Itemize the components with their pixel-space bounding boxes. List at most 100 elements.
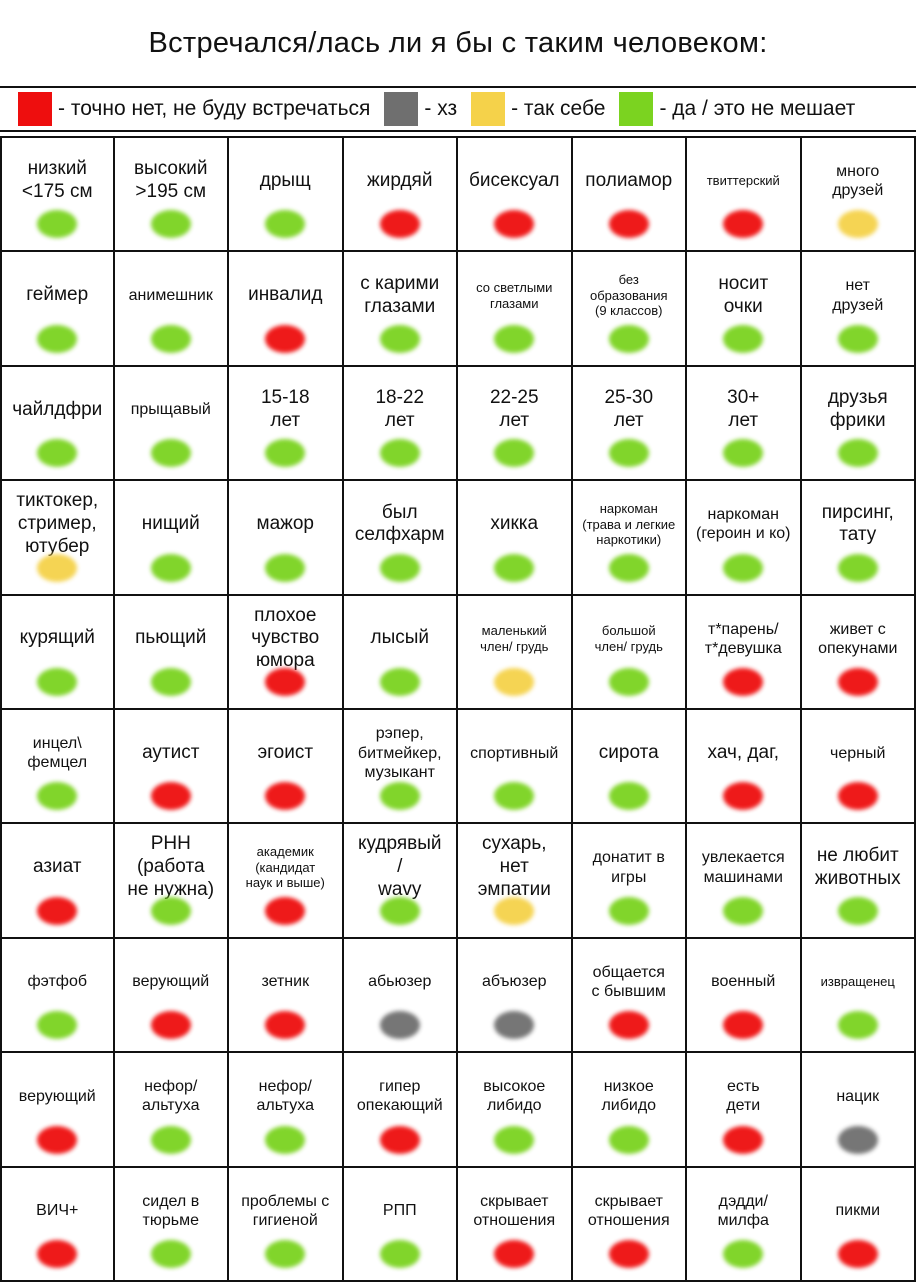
cell-label: плохое чувство юмора — [248, 605, 322, 673]
rating-dot-red — [380, 210, 420, 238]
rating-dot-green — [380, 668, 420, 696]
grid-cell: нефор/ альтуха — [115, 1053, 230, 1167]
cell-label: инвалид — [245, 284, 325, 307]
cell-label: без образования (9 классов) — [587, 272, 671, 319]
rating-dot-red — [380, 1126, 420, 1154]
rating-dot-green — [151, 325, 191, 353]
page-title: Встречался/лась ли я бы с таким человеко… — [0, 0, 916, 86]
legend-label-green: - да / это не мешает — [659, 97, 855, 121]
cell-label: проблемы с гигиеной — [238, 1192, 332, 1230]
cell-label: нефор/ альтуха — [139, 1077, 203, 1115]
rating-dot-red — [494, 210, 534, 238]
grid-cell: нефор/ альтуха — [229, 1053, 344, 1167]
rating-dot-green — [380, 897, 420, 925]
rating-dot-red — [609, 1240, 649, 1268]
cell-label: абьюзер — [365, 972, 434, 991]
grid-cell: верующий — [0, 1053, 115, 1167]
cell-label: наркоман (героин и ко) — [693, 505, 794, 543]
rating-dot-red — [151, 1011, 191, 1039]
rating-dot-red — [37, 1126, 77, 1154]
cell-label: маленький член/ грудь — [477, 623, 551, 654]
grid-cell: инвалид — [229, 252, 344, 366]
grid-cell: геймер — [0, 252, 115, 366]
cell-label: 25-30 лет — [601, 387, 656, 433]
cell-label: курящий — [17, 627, 98, 650]
rating-dot-red — [151, 782, 191, 810]
rating-dot-green — [723, 325, 763, 353]
grid-cell: аутист — [115, 710, 230, 824]
cell-label: верующий — [16, 1087, 99, 1106]
cell-label: гипер опекающий — [354, 1077, 446, 1115]
grid-cell: высокое либидо — [458, 1053, 573, 1167]
rating-dot-green — [265, 210, 305, 238]
rating-dot-yellow — [838, 210, 878, 238]
grid-cell: прыщавый — [115, 367, 230, 481]
grid-cell: эгоист — [229, 710, 344, 824]
cell-label: анимешник — [126, 286, 216, 305]
cell-label: РНН (работа не нужна) — [124, 833, 217, 901]
cell-label: скрывает отношения — [470, 1192, 558, 1230]
cell-label: общается с бывшим — [589, 963, 669, 1001]
cell-label: нищий — [139, 513, 203, 536]
rating-dot-green — [151, 210, 191, 238]
grid-cell: маленький член/ грудь — [458, 596, 573, 710]
cell-label: лысый — [367, 627, 432, 650]
cell-label: сидел в тюрьме — [139, 1192, 202, 1230]
grid-cell: нищий — [115, 481, 230, 595]
rating-dot-red — [494, 1240, 534, 1268]
rating-dot-green — [380, 325, 420, 353]
rating-dot-green — [609, 782, 649, 810]
grid-cell: живет с опекунами — [802, 596, 916, 710]
cell-label: был селфхарм — [352, 502, 448, 548]
rating-dot-gray — [380, 1011, 420, 1039]
cell-label: пирсинг, тату — [819, 502, 897, 548]
rating-dot-green — [609, 325, 649, 353]
grid-cell: гипер опекающий — [344, 1053, 459, 1167]
rating-dot-red — [265, 668, 305, 696]
rating-dot-green — [609, 1126, 649, 1154]
cell-label: извращенец — [818, 974, 898, 990]
rating-dot-red — [838, 668, 878, 696]
grid-cell: увлекается машинами — [687, 824, 802, 938]
rating-dot-red — [609, 1011, 649, 1039]
grid-cell: фэтфоб — [0, 939, 115, 1053]
grid-cell: большой член/ грудь — [573, 596, 688, 710]
grid-cell: хикка — [458, 481, 573, 595]
grid-cell: инцел\ фемцел — [0, 710, 115, 824]
cell-label: фэтфоб — [24, 972, 90, 991]
rating-dot-red — [609, 210, 649, 238]
grid-cell: рэпер, битмейкер, музыкант — [344, 710, 459, 824]
cell-label: кудрявый / wavy — [355, 833, 445, 901]
grid-cell: военный — [687, 939, 802, 1053]
cell-label: эгоист — [254, 742, 316, 765]
cell-label: 18-22 лет — [372, 387, 427, 433]
cell-label: жирдяй — [364, 170, 435, 193]
rating-dot-green — [265, 554, 305, 582]
cell-label: хач, даг, — [705, 742, 782, 765]
cell-label: не любит животных — [812, 845, 904, 891]
cell-label: верующий — [129, 972, 212, 991]
rating-dot-green — [838, 554, 878, 582]
grid-cell: жирдяй — [344, 138, 459, 252]
rating-dot-green — [37, 325, 77, 353]
grid-cell: нацик — [802, 1053, 916, 1167]
grid-cell: РПП — [344, 1168, 459, 1282]
rating-dot-red — [265, 1011, 305, 1039]
cell-label: высокий >195 см — [131, 158, 211, 204]
rating-dot-green — [494, 325, 534, 353]
cell-label: ВИЧ+ — [33, 1201, 81, 1220]
grid-cell: пикми — [802, 1168, 916, 1282]
grid-cell: со светлыми глазами — [458, 252, 573, 366]
cell-label: азиат — [30, 856, 85, 879]
grid-cell: дэдди/ милфа — [687, 1168, 802, 1282]
cell-label: сирота — [596, 742, 662, 765]
cell-label: много друзей — [829, 162, 886, 200]
cell-label: с карими глазами — [357, 273, 442, 319]
rating-dot-green — [723, 554, 763, 582]
legend-label-gray: - хз — [424, 97, 457, 121]
grid-cell: много друзей — [802, 138, 916, 252]
legend-label-red: - точно нет, не буду встречаться — [58, 97, 370, 121]
cell-label: инцел\ фемцел — [24, 734, 90, 772]
grid-cell: пьющий — [115, 596, 230, 710]
cell-label: донатит в игры — [590, 848, 668, 886]
